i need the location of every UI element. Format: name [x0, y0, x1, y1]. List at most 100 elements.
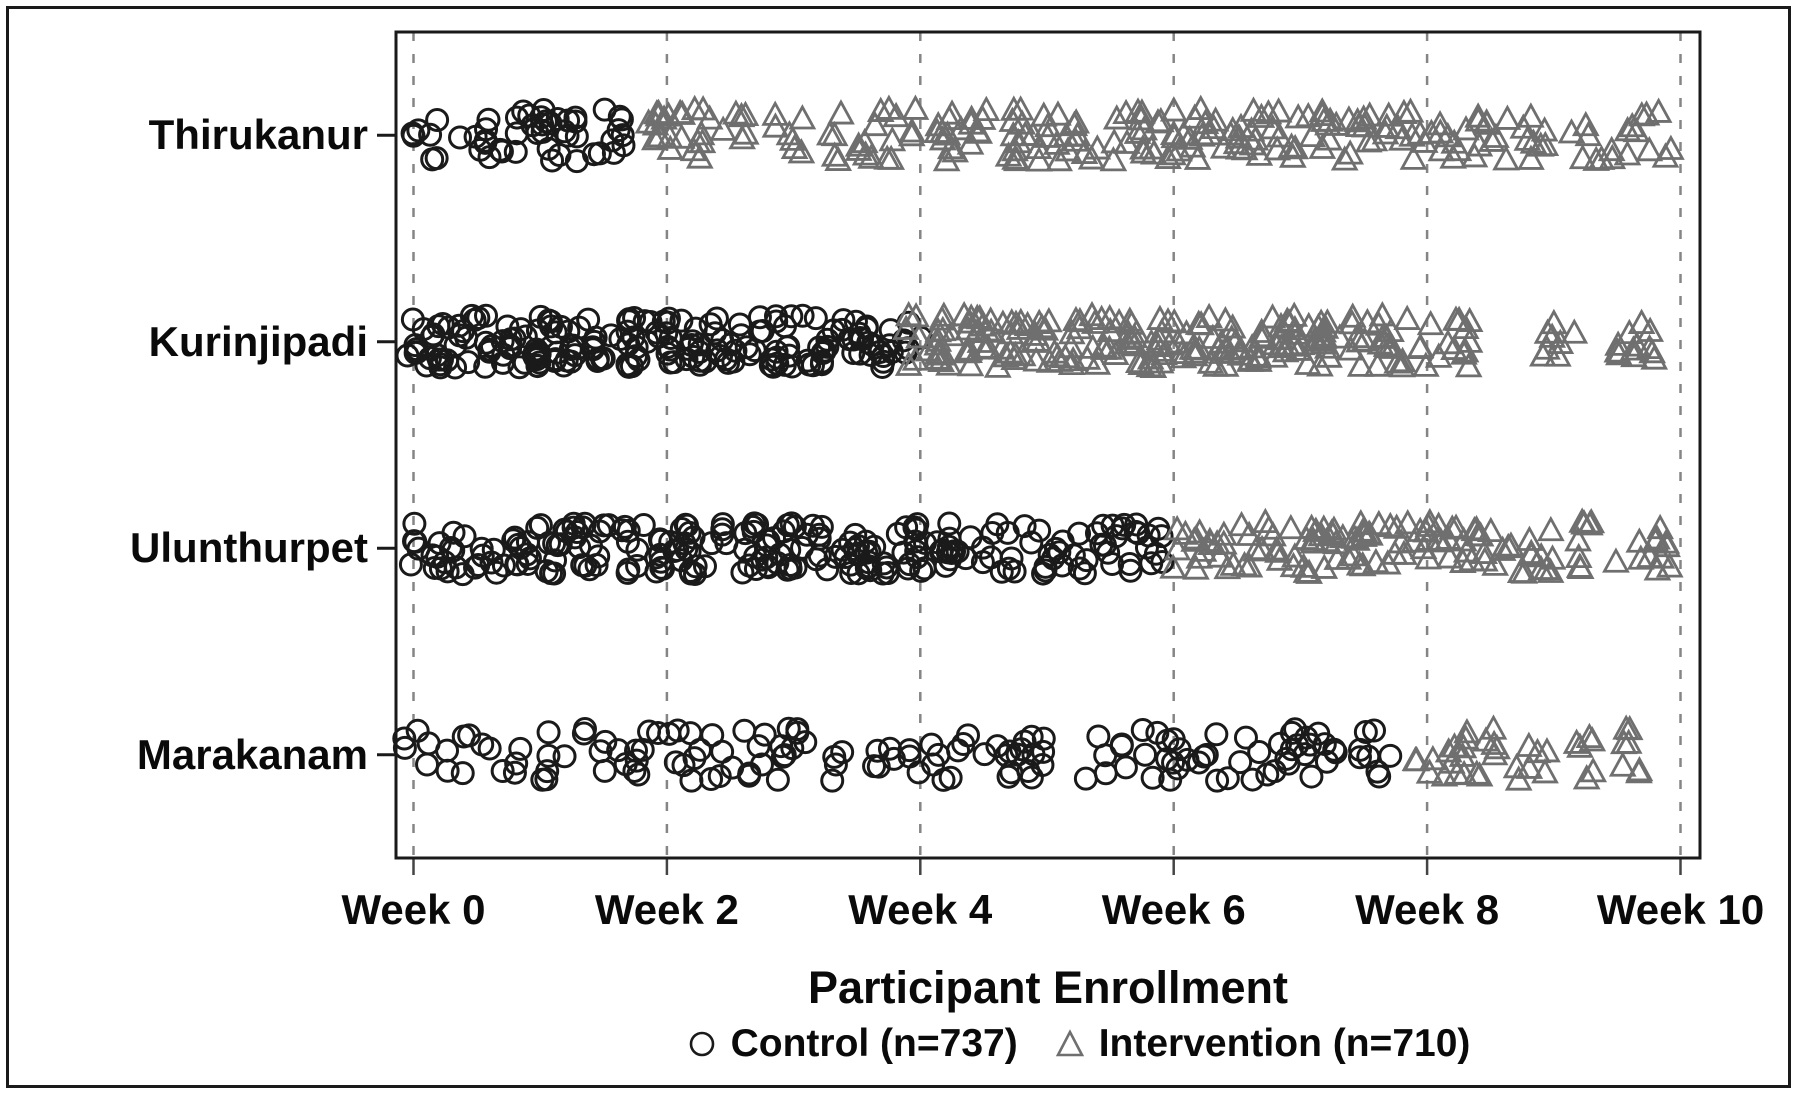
data-point-intervention-triangle — [1625, 757, 1653, 784]
data-point-intervention-triangle — [643, 98, 671, 125]
data-point-intervention-triangle — [1435, 543, 1464, 569]
data-point-control-circle — [1323, 740, 1348, 765]
data-point-intervention-triangle — [1187, 309, 1215, 336]
data-point-intervention-triangle — [1188, 121, 1217, 147]
data-point-control-circle — [424, 146, 449, 171]
data-point-control-circle — [1347, 745, 1372, 770]
data-point-control-circle — [1233, 725, 1258, 750]
data-point-control-circle — [679, 332, 704, 357]
data-point-intervention-triangle — [1398, 121, 1426, 147]
data-point-control-circle — [703, 321, 728, 346]
data-point-intervention-triangle — [1254, 514, 1283, 540]
data-point-intervention-triangle — [1411, 351, 1440, 377]
data-point-intervention-triangle — [1364, 509, 1393, 536]
data-point-intervention-triangle — [901, 345, 930, 371]
data-point-control-circle — [1005, 742, 1030, 767]
data-point-intervention-triangle — [1078, 333, 1107, 359]
data-point-control-circle — [1130, 717, 1155, 742]
data-point-intervention-triangle — [1308, 97, 1337, 123]
data-point-control-circle — [1037, 542, 1062, 567]
data-point-intervention-triangle — [1470, 538, 1499, 564]
data-point-intervention-triangle — [1625, 527, 1654, 553]
data-point-control-circle — [903, 529, 928, 554]
data-point-intervention-triangle — [1517, 102, 1545, 128]
data-point-intervention-triangle — [1387, 125, 1416, 151]
data-point-control-circle — [401, 123, 426, 148]
data-point-intervention-triangle — [1543, 341, 1572, 367]
data-point-control-circle — [503, 139, 528, 164]
data-point-control-circle — [626, 762, 651, 787]
y-axis-label: Marakanam — [136, 730, 368, 778]
data-point-control-circle — [631, 512, 656, 537]
data-point-intervention-triangle — [731, 119, 760, 145]
data-point-intervention-triangle — [1100, 128, 1129, 154]
data-point-control-circle — [585, 348, 610, 373]
data-point-control-circle — [1186, 750, 1211, 775]
data-point-intervention-triangle — [722, 99, 750, 125]
data-point-intervention-triangle — [1181, 334, 1210, 361]
data-point-control-circle — [418, 122, 443, 147]
data-point-control-circle — [522, 345, 547, 370]
data-point-control-circle — [769, 734, 794, 759]
data-point-intervention-triangle — [901, 94, 930, 120]
data-point-intervention-triangle — [1317, 518, 1346, 544]
data-point-control-circle — [765, 767, 790, 792]
data-point-intervention-triangle — [1277, 132, 1306, 158]
data-point-control-circle — [456, 350, 481, 375]
data-point-intervention-triangle — [873, 144, 902, 170]
data-point-control-circle — [610, 123, 635, 148]
x-tick-label: Week 2 — [594, 886, 739, 933]
data-point-intervention-triangle — [1390, 539, 1418, 565]
data-point-intervention-triangle — [1424, 525, 1453, 551]
data-point-intervention-triangle — [892, 314, 920, 340]
data-point-control-circle — [866, 754, 891, 779]
data-point-control-circle — [477, 736, 502, 761]
data-point-intervention-triangle — [1463, 520, 1492, 547]
data-point-intervention-triangle — [1546, 328, 1575, 354]
data-point-control-circle — [606, 118, 631, 143]
data-point-control-circle — [658, 529, 683, 554]
data-point-intervention-triangle — [1640, 344, 1669, 370]
data-point-control-circle — [490, 759, 515, 784]
control-circle-marker-icon — [689, 1031, 714, 1057]
data-point-control-circle — [1093, 743, 1118, 768]
data-point-control-circle — [538, 309, 563, 334]
data-point-control-circle — [592, 758, 617, 783]
data-point-intervention-triangle — [788, 104, 817, 130]
data-point-intervention-triangle — [851, 140, 880, 166]
data-point-intervention-triangle — [1062, 108, 1091, 134]
data-point-control-circle — [658, 350, 683, 375]
data-point-intervention-triangle — [1264, 97, 1293, 123]
data-point-control-circle — [669, 308, 694, 333]
data-point-control-circle — [504, 751, 529, 776]
data-point-intervention-triangle — [1313, 333, 1342, 359]
data-point-control-circle — [451, 724, 476, 749]
data-point-control-circle — [561, 515, 586, 540]
data-point-control-circle — [543, 320, 568, 345]
data-point-intervention-triangle — [1434, 328, 1462, 355]
data-point-control-circle — [506, 532, 531, 557]
data-point-control-circle — [552, 119, 577, 144]
data-point-intervention-triangle — [820, 120, 849, 147]
data-point-intervention-triangle — [1494, 532, 1523, 559]
data-point-intervention-triangle — [1171, 519, 1200, 545]
data-point-control-circle — [939, 541, 964, 566]
data-point-intervention-triangle — [1483, 733, 1511, 760]
data-point-control-circle — [946, 738, 971, 763]
data-point-control-circle — [742, 511, 767, 536]
data-point-control-circle — [644, 559, 669, 584]
data-point-intervention-triangle — [1557, 118, 1586, 144]
data-point-intervention-triangle — [996, 338, 1025, 364]
data-point-intervention-triangle — [1613, 115, 1642, 142]
data-point-intervention-triangle — [844, 135, 873, 161]
data-point-control-circle — [933, 553, 958, 578]
data-point-control-circle — [501, 528, 526, 553]
data-point-control-circle — [857, 539, 882, 564]
data-point-control-circle — [1255, 762, 1280, 787]
data-point-control-circle — [807, 526, 832, 551]
data-point-control-circle — [687, 352, 712, 377]
data-point-control-circle — [812, 339, 837, 364]
data-point-control-circle — [536, 743, 561, 768]
data-point-intervention-triangle — [997, 308, 1026, 334]
